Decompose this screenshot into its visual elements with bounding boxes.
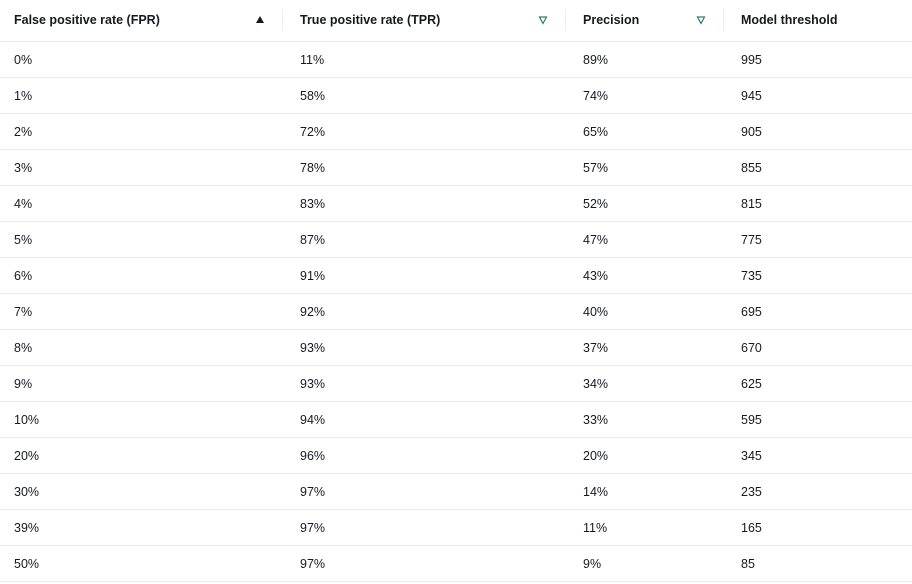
table-cell: 10% <box>14 413 40 427</box>
table-cell: 39% <box>14 521 40 535</box>
table-cell: 85 <box>741 557 755 571</box>
table-row: 4% 83% 52% 815 <box>0 186 912 222</box>
table-cell: 3% <box>14 161 33 175</box>
table-cell: 8% <box>14 341 33 355</box>
table-cell: 165 <box>741 521 762 535</box>
table-row: 0% 11% 89% 995 <box>0 42 912 78</box>
table-cell: 345 <box>741 449 762 463</box>
sort-triangle <box>256 16 264 23</box>
table-cell: 695 <box>741 305 762 319</box>
table-cell: 4% <box>14 197 33 211</box>
table-cell: 5% <box>14 233 33 247</box>
table-cell: 7% <box>14 305 33 319</box>
column-header[interactable]: False positive rate (FPR) <box>14 13 160 27</box>
table-cell: 14% <box>583 485 609 499</box>
table-cell: 905 <box>741 125 762 139</box>
table-cell: 58% <box>300 89 326 103</box>
sort-icon[interactable] <box>255 15 265 25</box>
table-row: 1% 58% 74% 945 <box>0 78 912 114</box>
table-cell: 1% <box>14 89 33 103</box>
table-header: False positive rate (FPR) True positive r… <box>0 0 912 42</box>
table-cell: 670 <box>741 341 762 355</box>
table-cell: 91% <box>300 269 326 283</box>
table-cell: 37% <box>583 341 609 355</box>
table-cell: 0% <box>14 53 33 67</box>
table-cell: 87% <box>300 233 326 247</box>
table-cell: 83% <box>300 197 326 211</box>
table-cell: 945 <box>741 89 762 103</box>
table-row: 7% 92% 40% 695 <box>0 294 912 330</box>
table-cell: 9% <box>14 377 33 391</box>
table-cell: 775 <box>741 233 762 247</box>
table-row: 2% 72% 65% 905 <box>0 114 912 150</box>
table-cell: 97% <box>300 485 326 499</box>
table-cell: 995 <box>741 53 762 67</box>
table-row: 8% 93% 37% 670 <box>0 330 912 366</box>
table-cell: 20% <box>583 449 609 463</box>
table-cell: 92% <box>300 305 326 319</box>
table-cell: 34% <box>583 377 609 391</box>
table-cell: 47% <box>583 233 609 247</box>
table-cell: 93% <box>300 341 326 355</box>
sort-icon[interactable] <box>538 15 548 25</box>
table-row: 10% 94% 33% 595 <box>0 402 912 438</box>
sort-icon[interactable] <box>696 15 706 25</box>
table-cell: 625 <box>741 377 762 391</box>
table-cell: 50% <box>14 557 40 571</box>
column-header[interactable]: Precision <box>583 13 640 27</box>
table-cell: 855 <box>741 161 762 175</box>
table-cell: 6% <box>14 269 33 283</box>
table-cell: 94% <box>300 413 326 427</box>
table-cell: 93% <box>300 377 326 391</box>
table-cell: 89% <box>583 53 609 67</box>
column-separator <box>723 9 724 31</box>
table-row: 20% 96% 20% 345 <box>0 438 912 474</box>
table-cell: 78% <box>300 161 326 175</box>
table-cell: 735 <box>741 269 762 283</box>
table-cell: 235 <box>741 485 762 499</box>
column-header[interactable]: Model threshold <box>741 13 838 27</box>
table-cell: 43% <box>583 269 609 283</box>
table-cell: 9% <box>583 557 602 571</box>
table-cell: 815 <box>741 197 762 211</box>
table-cell: 96% <box>300 449 326 463</box>
table-cell: 33% <box>583 413 609 427</box>
table-cell: 30% <box>14 485 40 499</box>
table-cell: 72% <box>300 125 326 139</box>
table-row: 39% 97% 11% 165 <box>0 510 912 546</box>
column-header[interactable]: True positive rate (TPR) <box>300 13 441 27</box>
table-row: 50% 97% 9% 85 <box>0 546 912 582</box>
table-cell: 52% <box>583 197 609 211</box>
table-cell: 11% <box>583 521 608 535</box>
table-cell: 595 <box>741 413 762 427</box>
table-cell: 2% <box>14 125 33 139</box>
column-separator <box>565 9 566 31</box>
table-cell: 97% <box>300 557 326 571</box>
table-cell: 11% <box>300 53 325 67</box>
table-row: 3% 78% 57% 855 <box>0 150 912 186</box>
table-row: 9% 93% 34% 625 <box>0 366 912 402</box>
column-separator <box>282 9 283 31</box>
table-cell: 20% <box>14 449 40 463</box>
table-cell: 74% <box>583 89 609 103</box>
table-cell: 57% <box>583 161 609 175</box>
table-cell: 97% <box>300 521 326 535</box>
table-row: 5% 87% 47% 775 <box>0 222 912 258</box>
table-cell: 65% <box>583 125 609 139</box>
sort-triangle <box>538 16 548 25</box>
table-cell: 40% <box>583 305 609 319</box>
sort-triangle <box>696 16 706 25</box>
table-row: 6% 91% 43% 735 <box>0 258 912 294</box>
table-row: 30% 97% 14% 235 <box>0 474 912 510</box>
